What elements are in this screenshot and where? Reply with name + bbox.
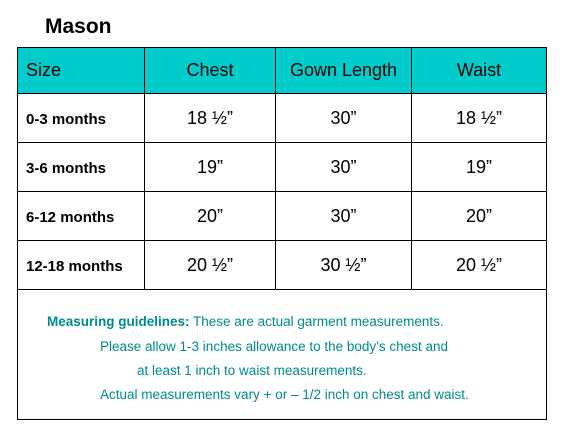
header-size: Size xyxy=(17,47,145,94)
gown-length-value: 30” xyxy=(275,191,412,241)
waist-value: 18 ½” xyxy=(411,93,547,143)
size-label: 0-3 months xyxy=(17,93,145,143)
guideline-line-2: Please allow 1-3 inches allowance to the… xyxy=(100,339,448,354)
chest-value: 19” xyxy=(144,142,276,192)
size-label: 12-18 months xyxy=(17,240,145,290)
guideline-line-1: Measuring guidelines: These are actual g… xyxy=(47,314,444,330)
gown-length-value: 30 ½” xyxy=(275,240,412,290)
chest-value: 18 ½” xyxy=(144,93,276,143)
page-title: Mason xyxy=(45,15,112,38)
waist-value: 19” xyxy=(411,142,547,192)
table-row: 3-6 months 19” 30” 19” xyxy=(17,142,547,192)
gown-length-value: 30” xyxy=(275,93,412,143)
table-row: 12-18 months 20 ½” 30 ½” 20 ½” xyxy=(17,240,547,290)
guideline-text-1: These are actual garment measurements. xyxy=(189,314,444,329)
chest-value: 20 ½” xyxy=(144,240,276,290)
waist-value: 20” xyxy=(411,191,547,241)
size-label: 3-6 months xyxy=(17,142,145,192)
guidelines-label: Measuring guidelines: xyxy=(47,314,190,329)
gown-length-value: 30” xyxy=(275,142,412,192)
table-header-row: Size Chest Gown Length Waist xyxy=(17,47,547,94)
header-chest: Chest xyxy=(144,47,276,94)
table-row: 6-12 months 20” 30” 20” xyxy=(17,191,547,241)
guideline-line-4: Actual measurements vary + or – 1/2 inch… xyxy=(100,387,469,402)
measuring-guidelines: Measuring guidelines: These are actual g… xyxy=(17,289,547,420)
chest-value: 20” xyxy=(144,191,276,241)
header-gown-length: Gown Length xyxy=(275,47,412,94)
guidelines-row: Measuring guidelines: These are actual g… xyxy=(17,289,547,420)
waist-value: 20 ½” xyxy=(411,240,547,290)
size-label: 6-12 months xyxy=(17,191,145,241)
guideline-line-3: at least 1 inch to waist measurements. xyxy=(137,363,367,378)
table-row: 0-3 months 18 ½” 30” 18 ½” xyxy=(17,93,547,143)
header-waist: Waist xyxy=(411,47,547,94)
size-chart-table: Size Chest Gown Length Waist 0-3 months … xyxy=(17,47,547,420)
